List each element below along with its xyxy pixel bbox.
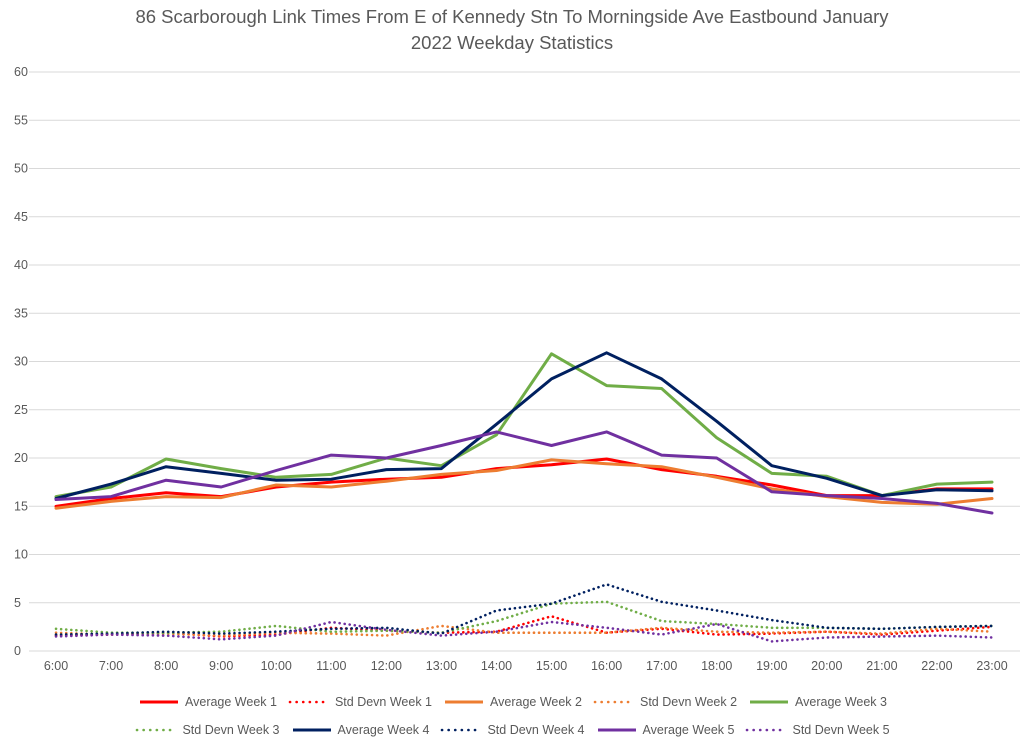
dotted-line-swatch-icon — [746, 728, 787, 732]
solid-line-swatch-icon — [292, 728, 331, 732]
solid-line-swatch-icon — [597, 728, 636, 732]
legend-label: Std Devn Week 3 — [182, 723, 280, 737]
x-tick-label: 13:00 — [426, 659, 457, 673]
legend-item: Average Week 1 — [137, 695, 277, 709]
x-tick-label: 15:00 — [536, 659, 567, 673]
y-tick-label: 50 — [14, 162, 28, 176]
y-tick-label: 35 — [14, 306, 28, 320]
legend-item: Average Week 2 — [442, 695, 582, 709]
solid-line-swatch-icon — [445, 700, 484, 704]
y-axis-ticks: 0 5 10 15 20 25 30 35 40 45 50 55 60 — [14, 65, 28, 658]
legend-item: Std Devn Week 5 — [744, 723, 890, 737]
legend-label: Std Devn Week 4 — [487, 723, 585, 737]
legend-item: Std Devn Week 4 — [439, 723, 585, 737]
y-tick-label: 10 — [14, 548, 28, 562]
y-tick-label: 5 — [14, 596, 21, 610]
x-tick-label: 7:00 — [99, 659, 123, 673]
legend-label: Average Week 5 — [642, 723, 735, 737]
series-lines — [54, 351, 994, 643]
legend-item: Std Devn Week 2 — [592, 695, 737, 709]
x-tick-label: 6:00 — [44, 659, 68, 673]
series-line-average-week-5 — [54, 430, 994, 515]
x-tick-label: 9:00 — [209, 659, 233, 673]
series-line-average-week-3 — [54, 352, 994, 499]
legend-row: Std Devn Week 3 Average Week 4 Std Devn We… — [0, 716, 1024, 744]
x-tick-label: 10:00 — [261, 659, 292, 673]
x-tick-label: 12:00 — [371, 659, 402, 673]
legend-label: Std Devn Week 2 — [639, 695, 738, 709]
legend-label: Average Week 1 — [185, 695, 277, 709]
x-tick-label: 23:00 — [976, 659, 1007, 673]
legend-item: Std Devn Week 1 — [287, 695, 432, 709]
x-axis-ticks: 6:00 7:00 8:00 9:00 10:00 11:00 12:00 13:00 14:0… — [44, 659, 1008, 673]
legend-item: Average Week 4 — [290, 723, 430, 737]
legend-label: Average Week 2 — [490, 695, 582, 709]
x-tick-label: 22:00 — [921, 659, 952, 673]
legend-label: Average Week 4 — [337, 723, 430, 737]
y-tick-label: 25 — [14, 403, 28, 417]
dotted-line-swatch-icon — [593, 700, 635, 704]
y-tick-label: 45 — [14, 210, 28, 224]
dotted-line-swatch-icon — [288, 700, 330, 704]
x-tick-label: 21:00 — [866, 659, 897, 673]
x-tick-label: 20:00 — [811, 659, 842, 673]
y-tick-label: 30 — [14, 355, 28, 369]
y-tick-label: 55 — [14, 113, 28, 127]
series-line-std-devn-week-1 — [54, 614, 994, 638]
x-tick-label: 18:00 — [701, 659, 732, 673]
series-line-std-devn-week-2 — [54, 624, 994, 637]
legend-item: Std Devn Week 3 — [134, 723, 280, 737]
series-line-average-week-4 — [54, 351, 994, 500]
series-line-std-devn-week-4 — [54, 583, 994, 636]
legend-row: Average Week 1 Std Devn Week 1 Average Wee… — [0, 688, 1024, 716]
dotted-line-swatch-icon — [441, 728, 482, 732]
legend-label: Std Devn Week 5 — [792, 723, 890, 737]
chart-title: 86 Scarborough Link Times From E of Kenn… — [0, 4, 1024, 56]
y-tick-label: 20 — [14, 451, 28, 465]
legend-item: Average Week 3 — [747, 695, 887, 709]
x-tick-label: 19:00 — [756, 659, 787, 673]
y-tick-label: 60 — [14, 65, 28, 79]
chart-title-line-1: 86 Scarborough Link Times From E of Kenn… — [135, 6, 889, 27]
x-tick-label: 17:00 — [646, 659, 677, 673]
x-tick-label: 16:00 — [591, 659, 622, 673]
legend-label: Std Devn Week 1 — [334, 695, 433, 709]
x-tick-label: 8:00 — [154, 659, 178, 673]
legend-item: Average Week 5 — [595, 723, 735, 737]
plot-area: 0 5 10 15 20 25 30 35 40 45 50 55 60 6:00 7:00 8:00 9:0… — [14, 65, 1020, 673]
y-tick-label: 0 — [14, 644, 21, 658]
solid-line-swatch-icon — [750, 700, 789, 704]
x-tick-label: 14:00 — [481, 659, 512, 673]
chart-title-line-2: 2022 Weekday Statistics — [410, 32, 614, 53]
x-tick-label: 11:00 — [316, 659, 346, 673]
gridlines — [29, 71, 1020, 652]
legend-label: Average Week 3 — [795, 695, 887, 709]
y-tick-label: 40 — [14, 258, 28, 272]
dotted-line-swatch-icon — [136, 728, 177, 732]
solid-line-swatch-icon — [140, 700, 178, 704]
y-tick-label: 15 — [14, 499, 28, 513]
legend: Average Week 1 Std Devn Week 1 Average Wee… — [0, 688, 1024, 744]
